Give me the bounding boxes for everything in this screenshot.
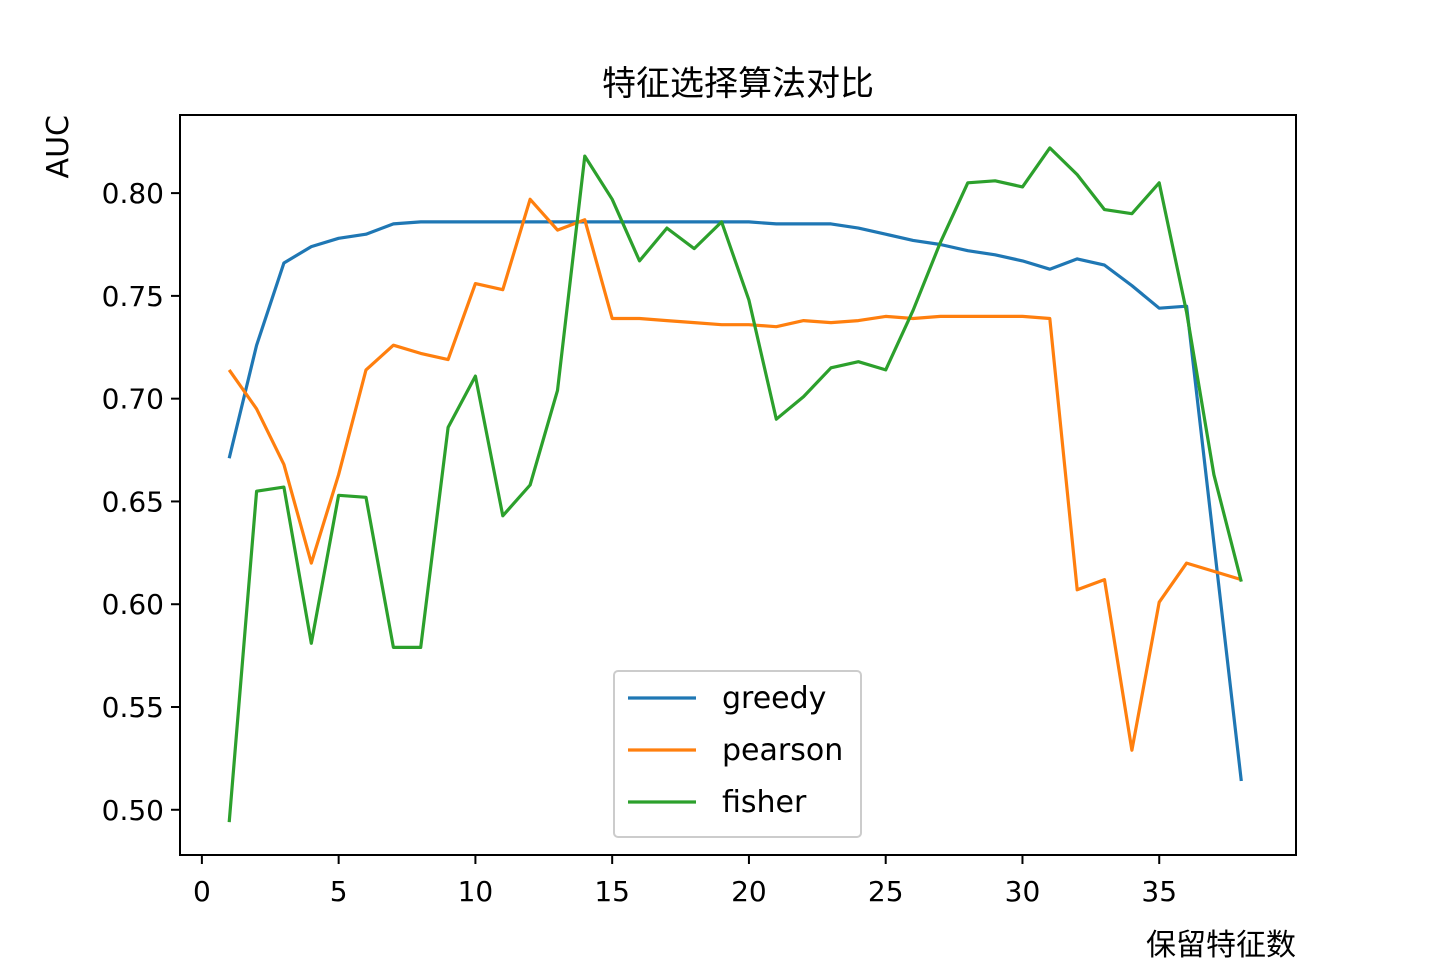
y-tick-label: 0.50 xyxy=(102,794,164,827)
plot-frame xyxy=(179,114,1297,856)
legend-label-fisher: fisher xyxy=(722,785,807,820)
y-tick-label: 0.75 xyxy=(102,280,164,313)
x-tick-label: 20 xyxy=(731,875,767,908)
y-tick-label: 0.70 xyxy=(102,383,164,416)
x-tick-label: 0 xyxy=(193,875,211,908)
x-tick-label: 35 xyxy=(1141,875,1177,908)
x-axis-label: 保留特征数 xyxy=(1146,928,1296,960)
y-tick-label: 0.80 xyxy=(102,177,164,210)
legend-box xyxy=(613,670,862,838)
x-tick-label: 15 xyxy=(594,875,630,908)
series-line-pearson xyxy=(227,197,1242,752)
y-tick-label: 0.55 xyxy=(102,691,164,724)
legend: greedy pearson fisher xyxy=(613,670,862,838)
chart-title: 特征选择算法对比 xyxy=(602,64,874,104)
legend-label-greedy: greedy xyxy=(722,681,826,716)
x-tick-label: 10 xyxy=(458,875,494,908)
y-tick-label: 0.65 xyxy=(102,485,164,518)
y-axis: 0.50 0.55 0.60 0.65 0.70 0.75 0.80 xyxy=(102,177,180,827)
series-line-fisher xyxy=(227,146,1243,823)
plot-area xyxy=(227,146,1243,823)
x-tick-label: 5 xyxy=(330,875,348,908)
y-tick-label: 0.60 xyxy=(102,588,164,621)
x-tick-label: 25 xyxy=(868,875,904,908)
x-tick-label: 30 xyxy=(1005,875,1041,908)
y-axis-label: AUC xyxy=(41,115,76,178)
x-axis: 0 5 10 15 20 25 30 35 xyxy=(193,855,1177,908)
legend-label-pearson: pearson xyxy=(722,733,843,768)
